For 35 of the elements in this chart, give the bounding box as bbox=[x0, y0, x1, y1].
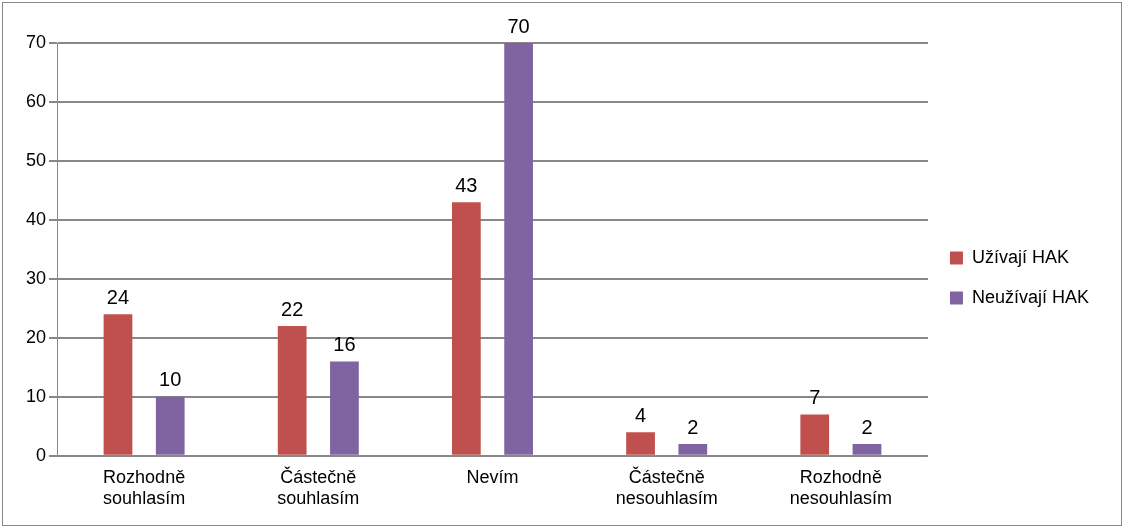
y-tick-label: 60 bbox=[25, 90, 47, 111]
y-tick-label: 50 bbox=[25, 149, 47, 170]
legend-label: Užívají HAK bbox=[971, 246, 1069, 267]
data-label: 4 bbox=[634, 403, 647, 426]
data-label: 7 bbox=[809, 386, 821, 409]
bar bbox=[103, 314, 133, 455]
bar bbox=[626, 432, 655, 455]
y-tick-label: 40 bbox=[25, 208, 47, 229]
data-label: 24 bbox=[106, 285, 130, 308]
y-tick-label: 20 bbox=[25, 326, 47, 347]
bar bbox=[155, 396, 185, 455]
bar bbox=[451, 202, 481, 455]
data-label: 16 bbox=[333, 332, 356, 355]
y-tick-label: 70 bbox=[25, 31, 47, 52]
legend-label: Neužívají HAK bbox=[971, 286, 1089, 307]
bar bbox=[678, 444, 708, 455]
bar bbox=[330, 361, 359, 455]
x-tick-label: Rozhodně souhlasím bbox=[103, 466, 186, 509]
bar bbox=[800, 414, 830, 455]
bar bbox=[504, 43, 533, 455]
y-tick-label: 30 bbox=[25, 267, 47, 288]
data-label: 22 bbox=[281, 297, 304, 320]
bar bbox=[277, 326, 307, 455]
x-tick-label: Rozhodně nesouhlasím bbox=[789, 466, 892, 509]
data-label: 70 bbox=[507, 14, 530, 37]
bar bbox=[852, 444, 882, 455]
data-label: 2 bbox=[687, 415, 699, 438]
y-tick-label: 10 bbox=[25, 385, 47, 406]
x-tick-label: Částečně nesouhlasím bbox=[615, 465, 718, 509]
data-label: 2 bbox=[861, 415, 873, 438]
data-label: 10 bbox=[159, 368, 182, 391]
x-tick-label: Nevím bbox=[466, 466, 519, 487]
x-tick-label: Částečně souhlasím bbox=[277, 465, 360, 509]
y-tick-label: 0 bbox=[36, 444, 47, 465]
data-label: 43 bbox=[455, 173, 478, 196]
